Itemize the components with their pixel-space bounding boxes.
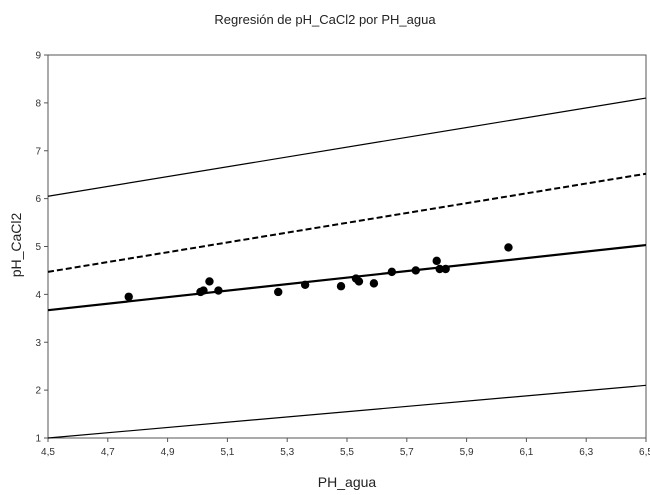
x-tick-label: 5,1: [220, 447, 234, 458]
data-point: [300, 280, 310, 289]
data-point: [199, 286, 208, 295]
plot-area: 4,5 4,7 4,9 5,1 5,3 5,5 5,7 5,9 6,1 6,3 6,5 1 2 3 4 5 6 7…: [35, 51, 650, 459]
y-tick-label: 3: [35, 338, 41, 349]
x-tick-label: 4,9: [161, 447, 175, 458]
line-upper-prediction: [47, 97, 647, 197]
x-tick-label: 5,7: [400, 447, 414, 458]
data-point: [336, 282, 346, 291]
x-tick-label: 4,5: [41, 447, 55, 458]
data-point: [435, 264, 444, 274]
y-tick-label: 9: [35, 51, 41, 62]
x-tick-label: 4,7: [101, 447, 115, 458]
x-tick-label: 5,3: [280, 447, 294, 458]
line-lower-prediction: [47, 384, 647, 439]
x-tick-label: 5,5: [340, 447, 354, 458]
line-regression-fit: [47, 243, 647, 312]
data-point: [274, 287, 283, 297]
data-point: [441, 264, 450, 274]
data-point: [124, 292, 133, 301]
data-point: [214, 286, 223, 295]
x-tick-label: 6,1: [519, 447, 533, 458]
x-tick-label: 6,3: [579, 447, 593, 458]
data-point: [369, 279, 379, 288]
y-axis-label: pH_CaCl2: [8, 212, 24, 277]
y-tick-label: 4: [35, 290, 41, 301]
y-tick-label: 5: [35, 242, 41, 253]
y-tick-label: 2: [35, 386, 41, 397]
x-axis-label: PH_agua: [318, 474, 377, 490]
data-point: [354, 277, 364, 286]
x-tick-label: 5,9: [460, 447, 474, 458]
x-tick-label: 6,5: [639, 447, 650, 458]
data-point: [387, 267, 397, 277]
y-tick-label: 6: [35, 194, 41, 205]
y-tick-label: 8: [35, 98, 41, 109]
data-point: [432, 256, 441, 266]
data-point: [205, 277, 214, 286]
y-tick-label: 1: [35, 434, 41, 445]
data-point: [411, 266, 420, 275]
chart-title: Regresión de pH_CaCl2 por PH_agua: [214, 12, 436, 27]
y-tick-label: 7: [35, 146, 41, 157]
line-upper-confidence-dashed: [47, 172, 647, 273]
data-point: [504, 243, 513, 252]
